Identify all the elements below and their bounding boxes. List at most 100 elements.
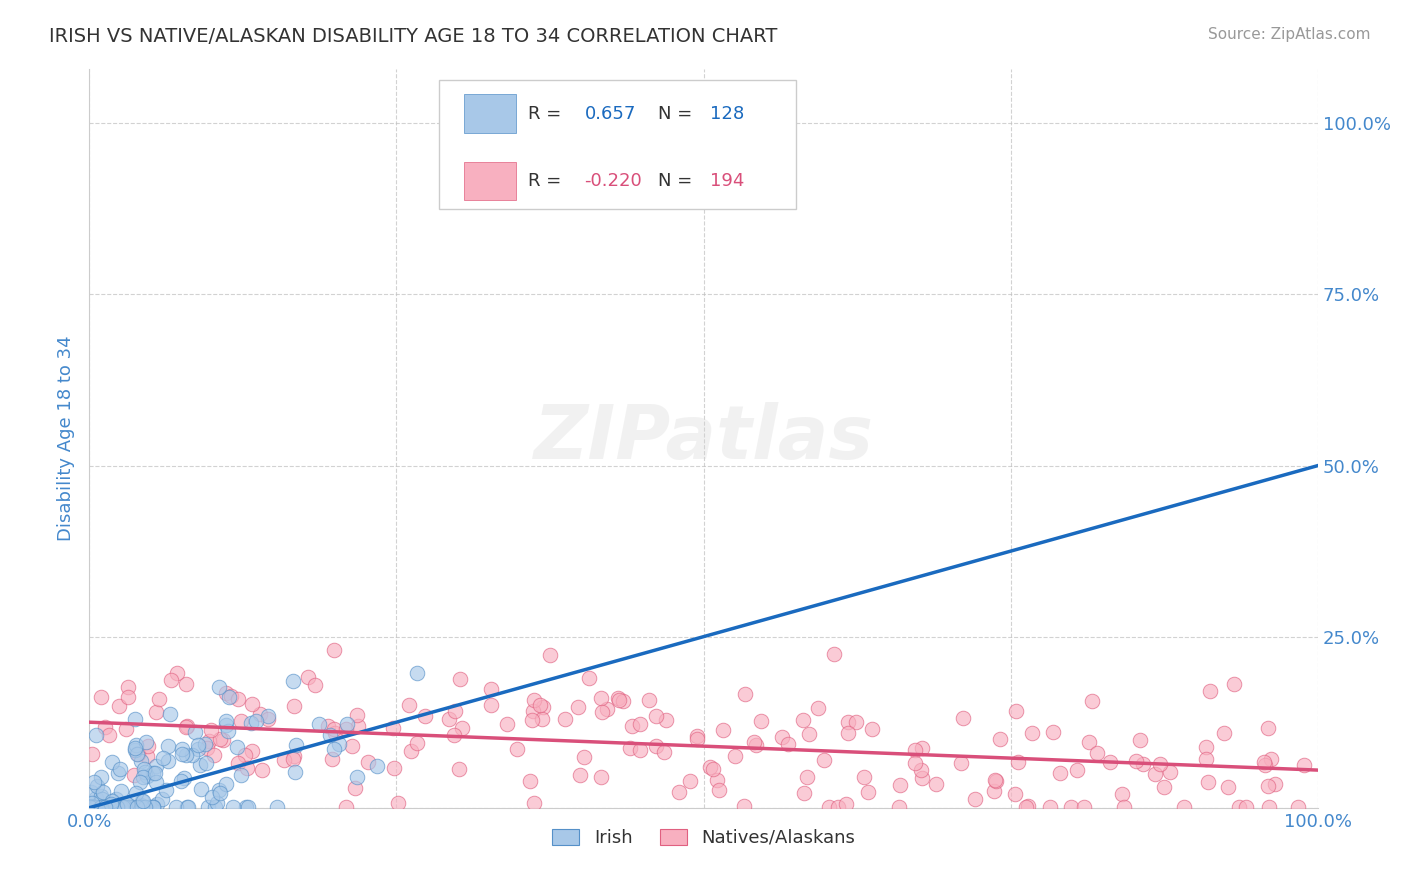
Y-axis label: Disability Age 18 to 34: Disability Age 18 to 34 bbox=[58, 335, 75, 541]
Point bbox=[1007, 755, 1029, 769]
Point bbox=[94, 800, 117, 814]
Point bbox=[1253, 755, 1275, 769]
Point bbox=[950, 756, 973, 771]
Point bbox=[335, 800, 357, 814]
Point bbox=[174, 676, 197, 690]
Point bbox=[1227, 800, 1250, 814]
Point bbox=[124, 712, 146, 726]
Point bbox=[336, 717, 359, 731]
Point bbox=[1111, 787, 1133, 801]
Point bbox=[1257, 722, 1279, 736]
Point bbox=[796, 770, 818, 784]
Point bbox=[120, 800, 142, 814]
Point bbox=[90, 770, 112, 784]
Point bbox=[127, 747, 149, 761]
Point bbox=[911, 741, 934, 756]
Point bbox=[702, 762, 724, 776]
Point bbox=[654, 745, 676, 759]
Point bbox=[115, 800, 138, 814]
Point bbox=[343, 780, 366, 795]
Point bbox=[114, 723, 136, 737]
Point bbox=[197, 800, 219, 814]
Point bbox=[519, 774, 541, 789]
Point bbox=[734, 687, 756, 701]
Point bbox=[1080, 694, 1102, 708]
Point bbox=[1149, 756, 1171, 771]
FancyBboxPatch shape bbox=[464, 161, 516, 200]
Point bbox=[104, 792, 127, 806]
Point bbox=[860, 722, 883, 736]
FancyBboxPatch shape bbox=[439, 79, 796, 209]
Point bbox=[813, 753, 835, 767]
Point bbox=[96, 800, 118, 814]
Point bbox=[591, 705, 613, 719]
Point bbox=[170, 747, 193, 761]
Point bbox=[236, 800, 259, 814]
Point bbox=[226, 692, 249, 706]
Point bbox=[645, 709, 668, 723]
Point bbox=[198, 734, 221, 748]
Point bbox=[91, 784, 114, 798]
Point bbox=[129, 754, 152, 768]
Point bbox=[105, 800, 128, 814]
Point bbox=[792, 713, 814, 727]
Point bbox=[145, 759, 167, 773]
Point bbox=[124, 743, 146, 757]
Point bbox=[100, 800, 122, 814]
Point bbox=[105, 800, 128, 814]
Point bbox=[195, 740, 218, 755]
Point bbox=[591, 691, 613, 706]
Point bbox=[856, 784, 879, 798]
Point bbox=[135, 735, 157, 749]
Point bbox=[177, 800, 200, 814]
Point bbox=[1195, 752, 1218, 766]
Point bbox=[257, 709, 280, 723]
Point bbox=[567, 699, 589, 714]
Point bbox=[733, 799, 755, 814]
Point bbox=[1004, 787, 1026, 801]
Point bbox=[387, 796, 409, 810]
Point bbox=[1260, 752, 1282, 766]
Point bbox=[520, 713, 543, 727]
Text: ZIPatlas: ZIPatlas bbox=[534, 401, 873, 475]
Point bbox=[297, 670, 319, 684]
Point bbox=[1218, 780, 1240, 794]
Point bbox=[79, 800, 101, 814]
Point bbox=[84, 800, 107, 814]
Point bbox=[215, 714, 238, 729]
Point bbox=[770, 730, 793, 744]
Text: Source: ZipAtlas.com: Source: ZipAtlas.com bbox=[1208, 27, 1371, 42]
Point bbox=[142, 800, 165, 814]
Point bbox=[129, 797, 152, 812]
Point bbox=[284, 738, 307, 752]
Point bbox=[240, 716, 263, 731]
Point bbox=[797, 727, 820, 741]
Point bbox=[176, 720, 198, 734]
Point bbox=[125, 738, 148, 752]
Point bbox=[889, 800, 911, 814]
Point bbox=[589, 770, 612, 784]
Point bbox=[176, 800, 198, 814]
Point bbox=[86, 779, 108, 793]
Point bbox=[807, 700, 830, 714]
Point bbox=[180, 748, 202, 763]
Text: N =: N = bbox=[658, 172, 699, 190]
Point bbox=[1039, 800, 1062, 814]
Point bbox=[188, 757, 211, 772]
Point bbox=[398, 698, 420, 713]
Point bbox=[335, 722, 357, 736]
Point bbox=[835, 797, 858, 812]
Point bbox=[711, 723, 734, 737]
Point bbox=[668, 785, 690, 799]
Point bbox=[328, 737, 350, 751]
Point bbox=[529, 698, 551, 713]
Point bbox=[235, 748, 257, 763]
Point bbox=[184, 725, 207, 739]
Point bbox=[226, 739, 249, 754]
Point bbox=[93, 800, 115, 814]
Point bbox=[406, 736, 429, 750]
Point bbox=[240, 744, 263, 758]
Point bbox=[284, 764, 307, 779]
Point bbox=[346, 707, 368, 722]
Point bbox=[194, 756, 217, 770]
